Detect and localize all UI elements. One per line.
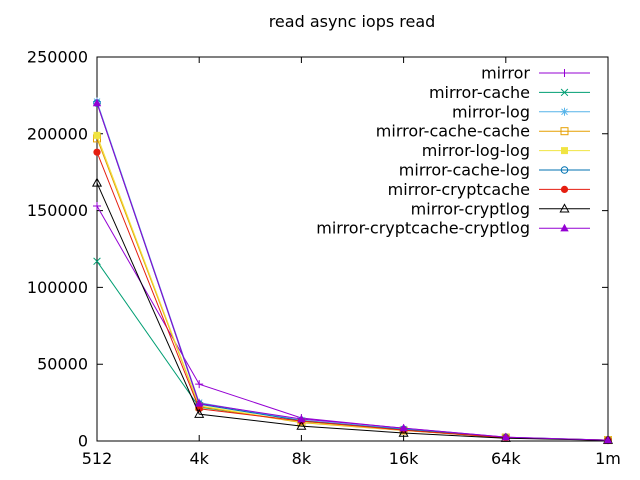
- legend-item-mirror-cache: mirror-cache: [429, 83, 590, 102]
- legend-item-mirror-cryptcache: mirror-cryptcache: [388, 180, 590, 199]
- series-mirror-cryptlog: [91, 177, 614, 444]
- legend-item-mirror-cryptlog: mirror-cryptlog: [411, 199, 590, 218]
- legend-sample-marker: [561, 147, 568, 155]
- series-line: [96, 182, 609, 441]
- x-tick-label: 1m: [595, 449, 621, 468]
- legend-label: mirror-cache: [429, 83, 530, 102]
- legend-item-mirror-cache-cache: mirror-cache-cache: [376, 122, 590, 141]
- series-mirror-cryptcache: [93, 148, 612, 444]
- legend-label: mirror-cryptcache-cryptlog: [316, 219, 530, 238]
- legend-item-mirror-cryptcache-cryptlog: mirror-cryptcache-cryptlog: [316, 219, 590, 238]
- legend-label: mirror-log-log: [422, 141, 530, 160]
- legend-sample-marker: [560, 107, 569, 116]
- series-line: [96, 102, 609, 441]
- series-mirror-log: [93, 97, 612, 445]
- legend-sample-marker: [560, 127, 569, 136]
- legend-item-mirror-cache-log: mirror-cache-log: [399, 161, 590, 180]
- data-point-marker: [194, 408, 205, 418]
- y-tick-label: 250000: [27, 48, 88, 67]
- y-tick-label: 150000: [27, 201, 88, 220]
- x-tick-label: 16k: [389, 449, 419, 468]
- y-tick-label: 100000: [27, 278, 88, 297]
- data-point-marker: [195, 398, 204, 407]
- data-point-marker: [93, 201, 101, 210]
- series-mirror: [93, 201, 612, 445]
- legend-sample-marker: [560, 223, 569, 232]
- legend-sample-marker: [560, 88, 569, 97]
- data-point-marker: [297, 414, 306, 423]
- data-point-marker: [399, 423, 408, 432]
- legend-label: mirror-cache-log: [399, 161, 530, 180]
- y-tick-label: 200000: [27, 124, 88, 143]
- data-point-marker: [92, 98, 102, 107]
- legend-item-mirror: mirror: [481, 64, 590, 83]
- data-point-marker: [501, 432, 510, 441]
- legend-sample-marker: [560, 69, 569, 77]
- x-tick-label: 4k: [189, 449, 209, 468]
- legend-label: mirror-cryptlog: [411, 199, 530, 218]
- data-point-marker: [195, 380, 204, 389]
- series-line: [96, 102, 609, 441]
- series-line: [96, 205, 609, 441]
- legend-item-mirror-log-log: mirror-log-log: [422, 141, 590, 160]
- series-line: [96, 135, 609, 441]
- series-mirror-cache-log: [93, 99, 612, 444]
- legend-label: mirror-cache-cache: [376, 122, 530, 141]
- x-tick-label: 64k: [491, 449, 521, 468]
- legend-sample-marker: [559, 203, 570, 213]
- plot-border: [96, 56, 609, 442]
- legend-item-mirror-log: mirror-log: [452, 102, 590, 121]
- y-tick-label: 50000: [37, 355, 88, 374]
- legend-label: mirror: [481, 64, 530, 83]
- x-tick-label: 8k: [292, 449, 312, 468]
- y-tick-label: 0: [78, 432, 88, 451]
- series-line: [96, 152, 609, 441]
- legend-sample-marker: [560, 185, 569, 193]
- legend-label: mirror-log: [452, 102, 530, 121]
- series-mirror-cache-cache: [93, 134, 612, 445]
- data-point-marker: [93, 131, 101, 139]
- legend-label: mirror-cryptcache: [388, 180, 530, 199]
- x-tick-label: 512: [82, 449, 113, 468]
- data-point-marker: [603, 435, 613, 444]
- data-point-marker: [93, 257, 101, 266]
- data-point-marker: [398, 427, 409, 437]
- chart-title: read async iops read: [269, 12, 436, 31]
- series-mirror-log-log: [93, 131, 612, 444]
- data-point-marker: [296, 420, 307, 430]
- series-line: [96, 138, 609, 441]
- axes: [96, 56, 609, 442]
- series-line: [96, 261, 609, 441]
- legend-sample-marker: [560, 166, 569, 174]
- data-point-marker: [91, 177, 103, 187]
- series-mirror-cryptcache-cryptlog: [92, 98, 613, 444]
- legend: mirrormirror-cachemirror-logmirror-cache…: [316, 64, 590, 238]
- series-line: [96, 101, 609, 441]
- data-point-marker: [93, 148, 101, 156]
